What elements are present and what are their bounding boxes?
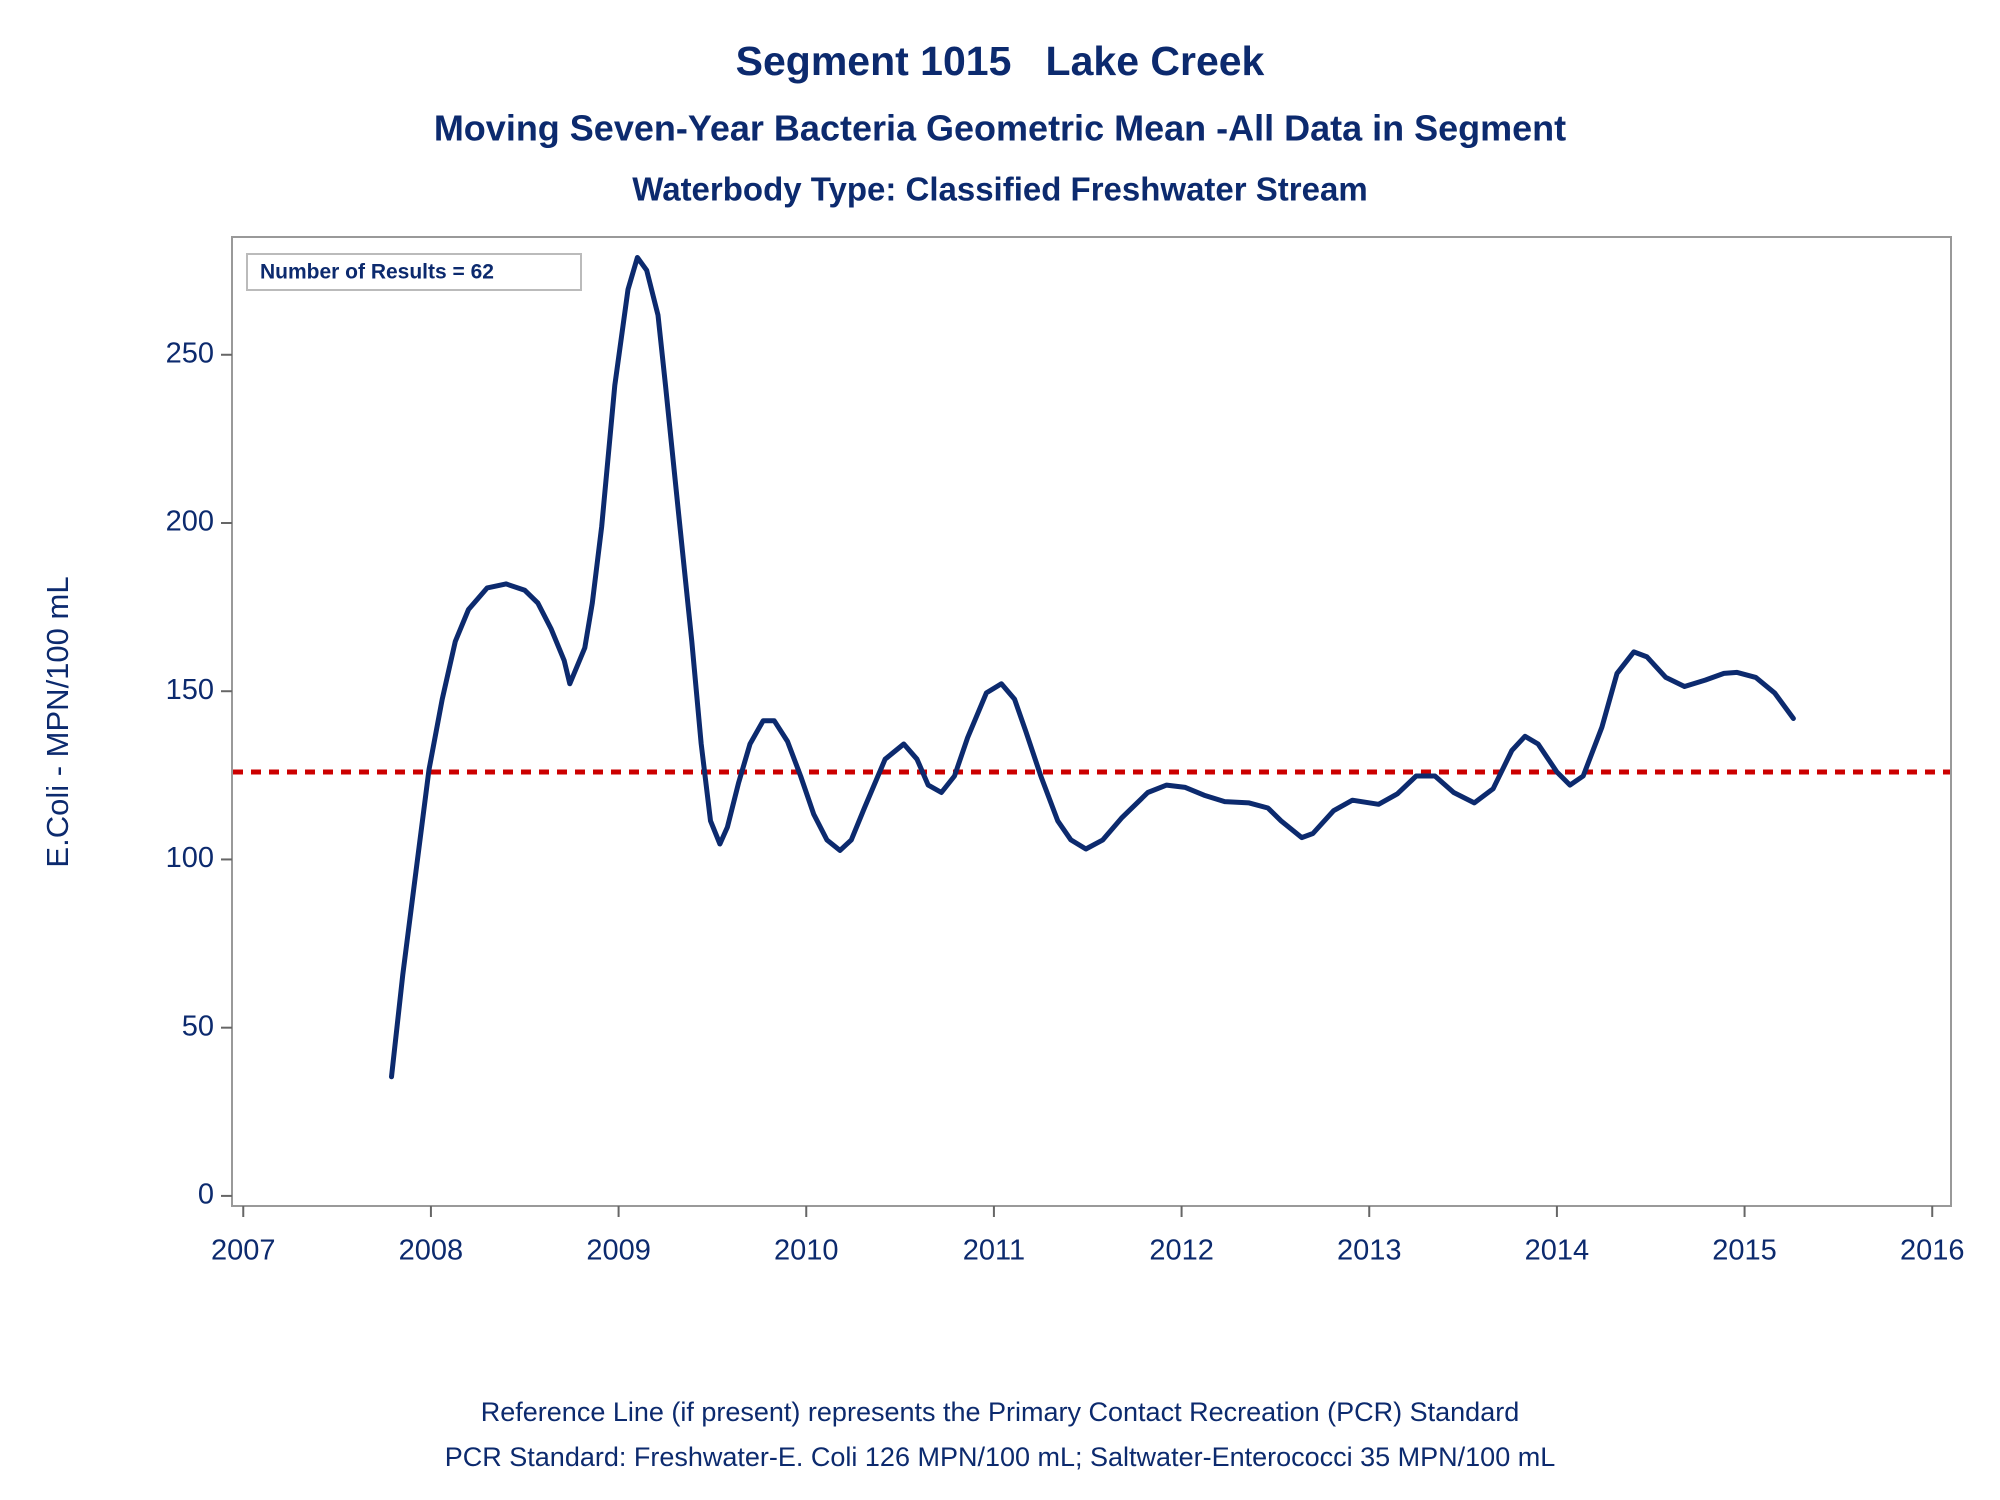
annotation: Number of Results = 62 xyxy=(260,261,494,284)
chart-title: Segment 1015 Lake Creek xyxy=(736,38,1265,84)
y-tick-label: 200 xyxy=(166,506,214,538)
x-tick-label: 2014 xyxy=(1525,1235,1590,1267)
chart-subtitle: Waterbody Type: Classified Freshwater St… xyxy=(632,171,1367,208)
x-tick-label: 2015 xyxy=(1712,1235,1777,1267)
plot-frame xyxy=(231,236,1952,1207)
x-tick-label: 2016 xyxy=(1900,1235,1965,1267)
x-tick-label: 2007 xyxy=(211,1235,276,1267)
x-tick-label: 2011 xyxy=(963,1235,1025,1267)
y-tick-label: 250 xyxy=(166,337,214,369)
x-tick-label: 2010 xyxy=(774,1235,839,1267)
footnote: Reference Line (if present) represents t… xyxy=(481,1397,1519,1427)
x-tick-label: 2012 xyxy=(1149,1235,1214,1267)
y-axis-label: E.Coli - MPN/100 mL xyxy=(40,576,75,867)
y-tick-label: 50 xyxy=(182,1010,214,1042)
y-tick-label: 150 xyxy=(166,674,214,706)
annotation-box xyxy=(246,253,582,291)
chart-subtitle: Moving Seven-Year Bacteria Geometric Mea… xyxy=(434,108,1566,149)
x-tick-label: 2009 xyxy=(586,1235,651,1267)
line-series xyxy=(389,255,1796,1080)
y-tick-label: 0 xyxy=(198,1179,214,1211)
footnote: PCR Standard: Freshwater-E. Coli 126 MPN… xyxy=(445,1442,1555,1472)
x-tick-label: 2008 xyxy=(399,1235,464,1267)
x-tick-label: 2013 xyxy=(1337,1235,1402,1267)
y-tick-label: 100 xyxy=(166,842,214,874)
